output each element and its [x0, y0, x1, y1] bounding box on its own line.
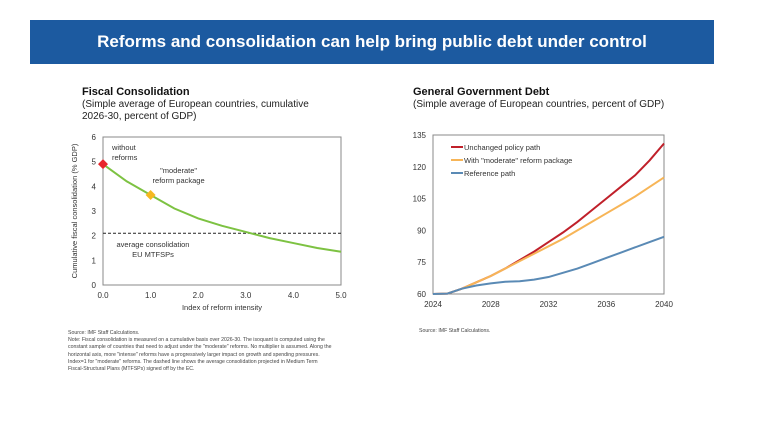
- point-label: reform package: [153, 176, 205, 185]
- y-tick-label: 2: [92, 232, 97, 241]
- y-tick-label: 60: [417, 290, 426, 299]
- point-label: "moderate": [160, 166, 197, 175]
- legend-label: With "moderate" reform package: [464, 156, 572, 165]
- x-tick-label: 3.0: [240, 291, 252, 300]
- banner-title: Reforms and consolidation can help bring…: [30, 20, 714, 64]
- legend-label: Unchanged policy path: [464, 143, 540, 152]
- series-line-2: [432, 235, 665, 295]
- y-tick-label: 105: [413, 195, 427, 204]
- left-chart-subtitle: (Simple average of European countries, c…: [82, 99, 309, 122]
- y-tick-label: 90: [417, 226, 426, 235]
- plot-frame: [432, 134, 665, 295]
- series-line-1: [432, 176, 665, 295]
- y-tick-label: 1: [92, 256, 97, 265]
- x-tick-label: 2.0: [193, 291, 205, 300]
- marker-point: [145, 189, 156, 200]
- left-chart-title: Fiscal Consolidation: [82, 86, 190, 98]
- reference-line-label: EU MTFSPs: [132, 250, 174, 259]
- x-tick-label: 5.0: [335, 291, 347, 300]
- x-axis-label: Index of reform intensity: [182, 303, 262, 312]
- x-tick-label: 2032: [540, 300, 558, 309]
- left-source: Source: IMF Staff Calculations.: [68, 330, 140, 336]
- y-tick-label: 5: [92, 158, 97, 167]
- y-tick-label: 3: [92, 207, 97, 216]
- plot-frame: [102, 136, 342, 286]
- y-tick-label: 120: [413, 163, 427, 172]
- x-tick-label: 2040: [655, 300, 673, 309]
- y-axis-label: Cumulative fiscal consolidation (% GDP): [70, 143, 79, 278]
- x-tick-label: 2024: [424, 300, 442, 309]
- x-tick-label: 4.0: [288, 291, 300, 300]
- series-line-0: [432, 142, 665, 295]
- legend-label: Reference path: [464, 169, 515, 178]
- left-note: Note: Fiscal consolidation is measured o…: [68, 337, 332, 373]
- right-source: Source: IMF Staff Calculations.: [419, 328, 491, 334]
- right-chart-title: General Government Debt: [413, 86, 550, 98]
- x-tick-label: 1.0: [145, 291, 157, 300]
- right-chart-subtitle: (Simple average of European countries, p…: [413, 99, 665, 110]
- x-tick-label: 0.0: [97, 291, 109, 300]
- y-tick-label: 0: [92, 281, 97, 290]
- x-tick-label: 2028: [482, 300, 500, 309]
- y-tick-label: 135: [413, 131, 427, 140]
- point-label: without: [111, 143, 137, 152]
- x-tick-label: 2036: [597, 300, 615, 309]
- marker-point: [98, 159, 108, 170]
- reference-line-label: average consolidation: [117, 240, 190, 249]
- y-tick-label: 6: [92, 133, 97, 142]
- y-tick-label: 4: [92, 182, 97, 191]
- series-line-0: [102, 163, 342, 253]
- y-tick-label: 75: [417, 258, 426, 267]
- point-label: reforms: [112, 153, 138, 162]
